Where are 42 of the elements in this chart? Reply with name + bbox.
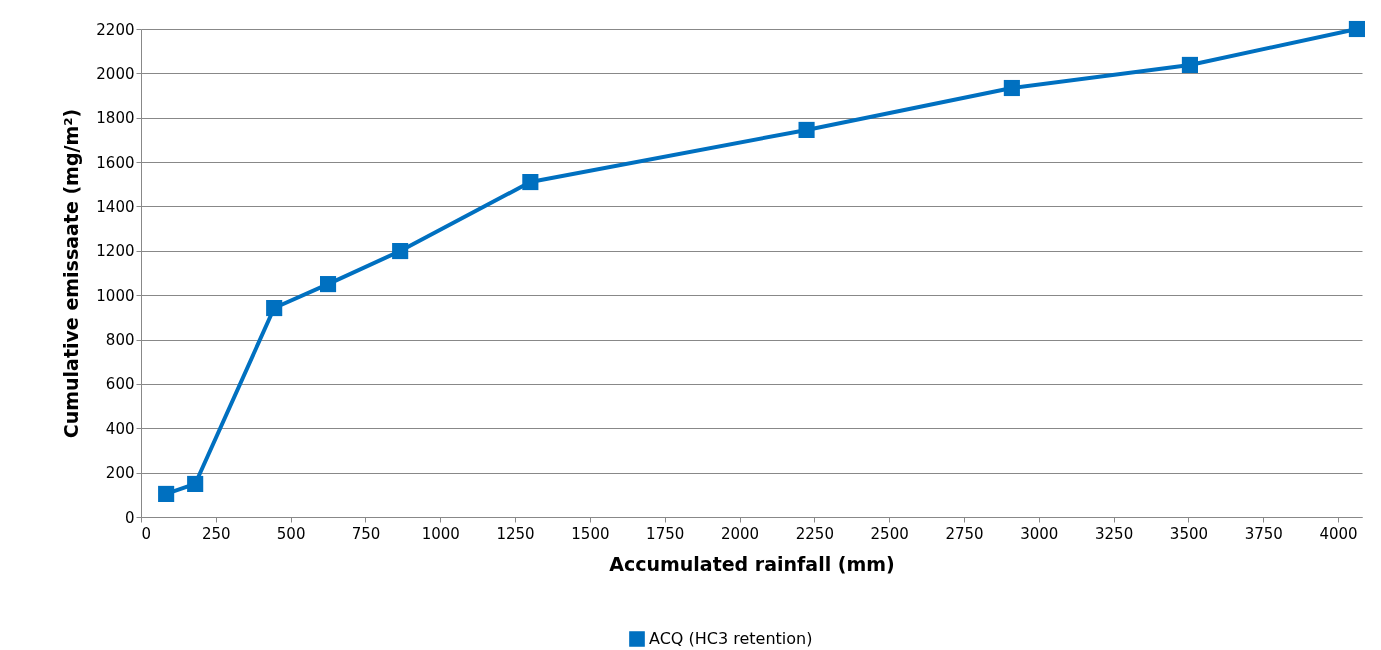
point: [319, 276, 337, 293]
x-tick-label: 2750: [945, 524, 984, 543]
y-tick-label: 0: [124, 508, 135, 527]
y-axis-title: Cumulative emissaate (mg/m²): [60, 108, 83, 439]
point: [1003, 79, 1020, 97]
point: [266, 299, 283, 317]
x-tick-label: 1000: [421, 524, 460, 543]
x-tick-label: 500: [276, 524, 306, 543]
x-tick-label: 2250: [795, 524, 834, 543]
x-tick-label: 1500: [571, 524, 610, 543]
y-tick-label: 2000: [96, 64, 135, 83]
point: [158, 485, 175, 502]
x-tick-label: 0: [141, 524, 152, 543]
x-tick-label: 3500: [1169, 524, 1209, 543]
y-tick-label: 800: [105, 331, 135, 350]
y-tick-label: 1600: [96, 153, 135, 172]
x-tick-label: 1750: [646, 524, 685, 543]
y-tick-label: 2200: [96, 20, 135, 39]
point: [522, 173, 539, 191]
y-tick-label: 400: [105, 419, 135, 438]
x-tick-label: 2000: [720, 524, 760, 543]
x-tick-label: 2500: [870, 524, 909, 543]
x-tick-label: 3250: [1095, 524, 1134, 543]
x-tick-label: 3000: [1020, 524, 1059, 543]
x-axis-title: Accumulated rainfall (mm): [609, 552, 895, 575]
y-tick-label: 1200: [96, 242, 135, 261]
x-tick-label: 3750: [1244, 524, 1283, 543]
y-tick-label: 1400: [96, 197, 135, 216]
y-tick-label: 600: [105, 375, 135, 394]
point: [1181, 56, 1198, 73]
x-tick-label: 4000: [1319, 524, 1358, 543]
point: [392, 242, 409, 260]
point: [1348, 20, 1365, 38]
x-tick-label: 250: [202, 524, 231, 543]
point: [187, 475, 204, 493]
y-tick-label: 1800: [96, 109, 135, 128]
legend-label: ACQ (HC3 retention): [649, 629, 813, 648]
x-tick-label: 750: [351, 524, 381, 543]
x-tick-label: 1250: [496, 524, 535, 543]
y-tick-label: 1000: [96, 286, 135, 305]
point: [798, 121, 815, 138]
y-tick-label: 200: [105, 464, 135, 483]
